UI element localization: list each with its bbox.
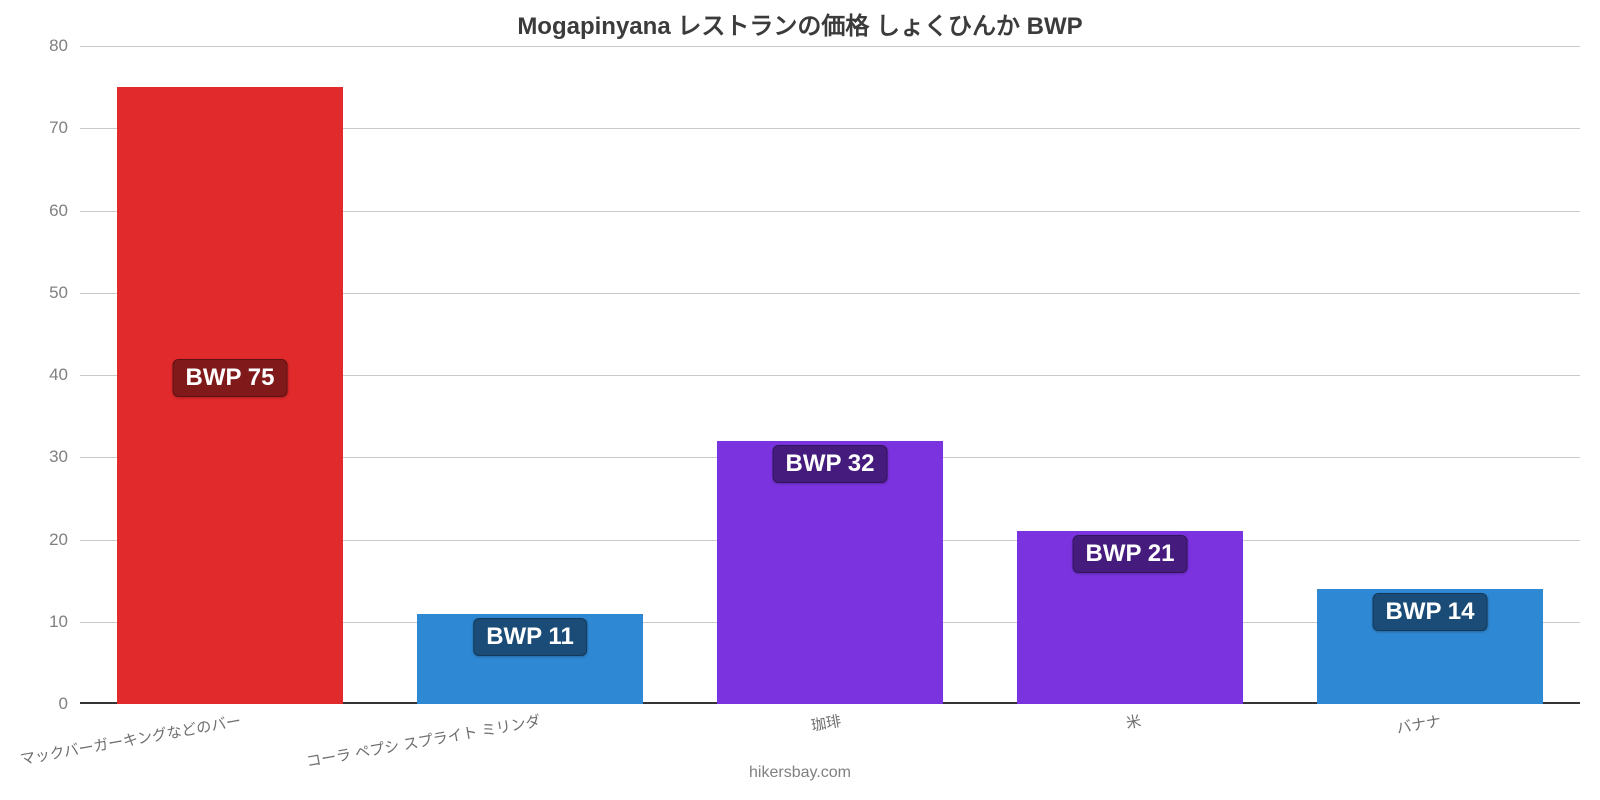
y-tick-label: 70: [49, 118, 80, 138]
bar-value-label: BWP 21: [1073, 535, 1188, 573]
y-tick-label: 20: [49, 530, 80, 550]
y-tick-label: 10: [49, 612, 80, 632]
plot-area: 01020304050607080マックバーガーキングなどのバーBWP 75コー…: [80, 46, 1580, 704]
y-tick-label: 0: [59, 694, 80, 714]
y-tick-label: 30: [49, 447, 80, 467]
y-tick-label: 60: [49, 201, 80, 221]
x-tick-label: 米: [1123, 704, 1142, 733]
bar-value-label: BWP 32: [773, 445, 888, 483]
price-chart: Mogapinyana レストランの価格 しょくひんか BWP 01020304…: [0, 0, 1600, 800]
y-tick-label: 40: [49, 365, 80, 385]
y-tick-label: 50: [49, 283, 80, 303]
grid-line: [80, 46, 1580, 47]
y-tick-label: 80: [49, 36, 80, 56]
bar-value-label: BWP 14: [1373, 593, 1488, 631]
bar-value-label: BWP 75: [173, 359, 288, 397]
x-tick-label: 珈琲: [808, 704, 842, 736]
x-tick-label: マックバーガーキングなどのバー: [18, 704, 243, 769]
bar-value-label: BWP 11: [473, 618, 587, 656]
x-tick-label: コーラ ペプシ スプライト ミリンダ: [304, 704, 543, 772]
x-tick-label: バナナ: [1394, 704, 1443, 738]
chart-title: Mogapinyana レストランの価格 しょくひんか BWP: [0, 6, 1600, 41]
attribution-text: hikersbay.com: [0, 764, 1600, 782]
